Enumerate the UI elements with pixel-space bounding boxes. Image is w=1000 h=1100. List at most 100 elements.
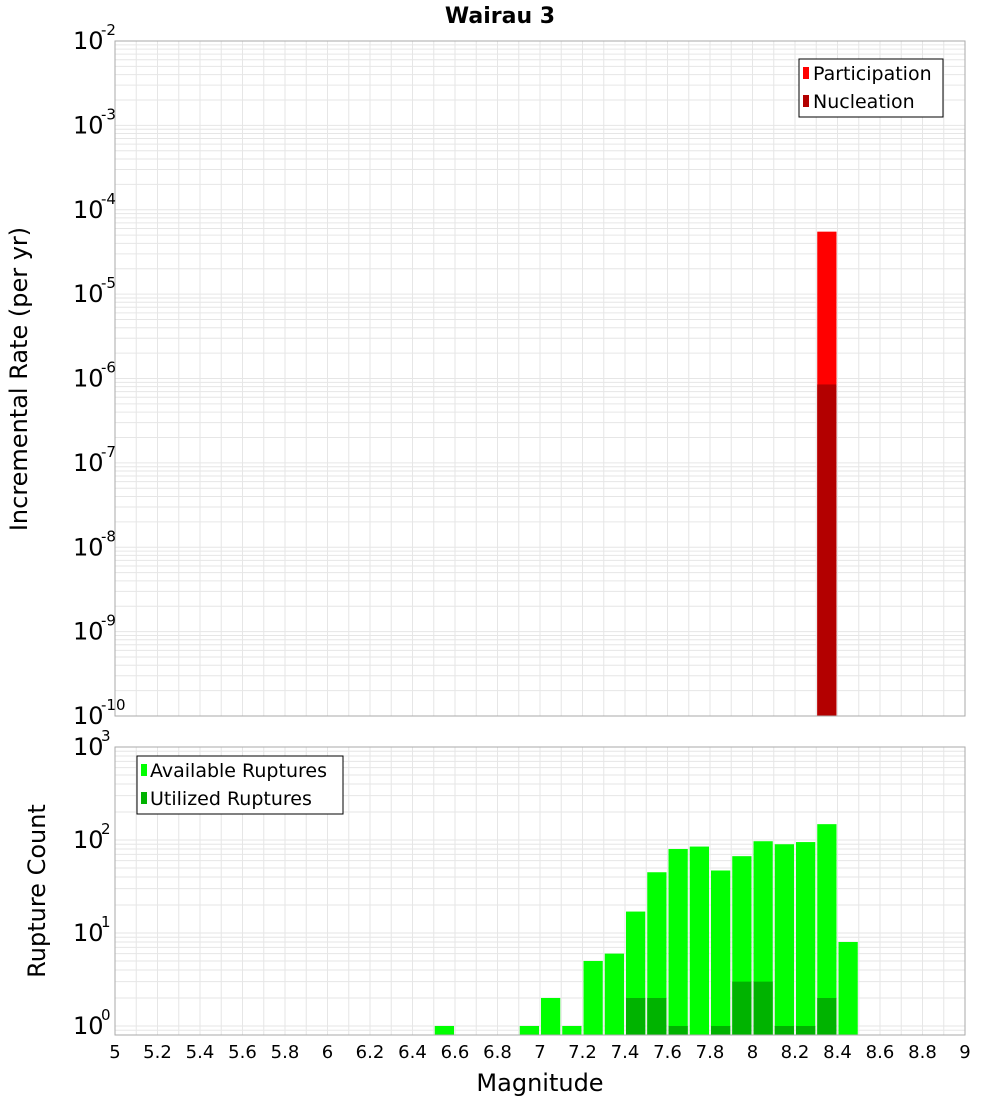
bar-utilized-ruptures (796, 1025, 816, 1035)
y-tick-base: 10 (73, 533, 104, 561)
legend-swatch-participation (803, 67, 809, 79)
bar-utilized-ruptures (626, 997, 646, 1035)
y-tick-base: 10 (73, 27, 104, 55)
bar-available-ruptures (647, 872, 667, 1035)
y-tick-label: 10-10 (73, 696, 126, 730)
bar-available-ruptures (774, 844, 794, 1035)
y-tick-exponent: 2 (101, 820, 111, 838)
y-tick-label: 100 (73, 1006, 111, 1040)
x-tick-label: 7.8 (696, 1042, 725, 1063)
x-axis-label: Magnitude (476, 1069, 603, 1097)
y-tick-label: 10-5 (73, 274, 116, 308)
y-tick-label: 10-6 (73, 359, 116, 393)
bar-utilized-ruptures (668, 1025, 688, 1035)
bar-available-ruptures (668, 849, 688, 1035)
top-legend: Participation Nucleation (798, 58, 944, 118)
top-plot-frame (114, 40, 966, 717)
top-y-ticks: 10-210-310-410-510-610-710-810-910-10 (73, 21, 126, 730)
y-tick-label: 103 (73, 727, 111, 761)
bar-available-ruptures (562, 1025, 582, 1035)
x-tick-label: 7.2 (568, 1042, 597, 1063)
x-tick-label: 8.8 (908, 1042, 937, 1063)
x-tick-label: 7 (534, 1042, 545, 1063)
bar-available-ruptures (838, 942, 858, 1035)
y-tick-base: 10 (73, 702, 104, 730)
legend-label-participation: Participation (813, 63, 932, 85)
bottom-legend: Available Ruptures Utilized Ruptures (136, 755, 344, 815)
legend-swatch-nucleation (803, 95, 809, 107)
top-panel: 10-210-310-410-510-610-710-810-910-10 In… (5, 21, 966, 730)
bar-available-ruptures (519, 1025, 539, 1035)
bar-utilized-ruptures (647, 997, 667, 1035)
y-tick-exponent: -8 (101, 527, 116, 545)
bar-utilized-ruptures (817, 997, 837, 1035)
bottom-y-axis-label: Rupture Count (23, 804, 51, 978)
y-tick-base: 10 (73, 196, 104, 224)
y-tick-exponent: -10 (101, 696, 126, 714)
top-bars (817, 231, 837, 716)
y-tick-label: 10-8 (73, 527, 116, 561)
y-tick-exponent: -9 (101, 612, 116, 630)
y-tick-base: 10 (73, 365, 104, 393)
y-tick-base: 10 (73, 1012, 104, 1040)
bar-available-ruptures (689, 846, 709, 1035)
x-tick-label: 5 (109, 1042, 120, 1063)
y-tick-exponent: 0 (101, 1006, 111, 1024)
x-tick-label: 5.8 (271, 1042, 300, 1063)
bottom-bars (434, 824, 858, 1035)
x-tick-label: 6.6 (441, 1042, 470, 1063)
top-y-axis-label: Incremental Rate (per yr) (5, 227, 33, 531)
bar-available-ruptures (817, 824, 837, 1035)
x-tick-label: 7.6 (653, 1042, 682, 1063)
y-tick-exponent: -2 (101, 21, 116, 39)
x-tick-label: 8.4 (823, 1042, 852, 1063)
bar-utilized-ruptures (774, 1025, 794, 1035)
bottom-legend-box (136, 755, 344, 815)
legend-label-nucleation: Nucleation (813, 91, 915, 113)
y-tick-label: 10-3 (73, 105, 116, 139)
y-tick-exponent: 3 (101, 727, 111, 745)
legend-swatch-utilized (141, 792, 147, 804)
x-tick-label: 8.6 (866, 1042, 895, 1063)
y-tick-label: 10-4 (73, 190, 116, 224)
top-legend-box (798, 58, 944, 118)
top-grid (114, 40, 966, 717)
y-tick-base: 10 (73, 449, 104, 477)
bar-available-ruptures (796, 842, 816, 1035)
x-tick-label: 7.4 (611, 1042, 640, 1063)
legend-label-available: Available Ruptures (150, 760, 327, 782)
x-tick-label: 5.4 (186, 1042, 215, 1063)
y-tick-base: 10 (73, 111, 104, 139)
y-tick-exponent: -3 (101, 105, 116, 123)
bar-available-ruptures (434, 1025, 454, 1035)
y-tick-exponent: 1 (101, 913, 111, 931)
bar-available-ruptures (541, 997, 561, 1035)
x-tick-label: 6.4 (398, 1042, 427, 1063)
legend-swatch-available (141, 764, 147, 776)
y-tick-label: 10-7 (73, 443, 116, 477)
x-tick-label: 5.6 (228, 1042, 257, 1063)
x-tick-label: 6.2 (356, 1042, 385, 1063)
bar-utilized-ruptures (753, 981, 773, 1035)
y-tick-label: 102 (73, 820, 111, 854)
bar-utilized-ruptures (732, 981, 752, 1035)
bottom-x-ticks: 5 5.2 5.4 5.6 5.8 6 6.2 6.4 6.6 6.8 7 7.2 7.4 7.6 7.8 8… (109, 1042, 970, 1063)
y-tick-exponent: -4 (101, 190, 116, 208)
bar-available-ruptures (711, 870, 731, 1035)
y-tick-exponent: -7 (101, 443, 116, 461)
y-tick-base: 10 (73, 919, 104, 947)
x-tick-label: 8 (747, 1042, 758, 1063)
y-tick-base: 10 (73, 733, 104, 761)
y-tick-label: 10-9 (73, 612, 116, 646)
bar-nucleation (817, 384, 837, 716)
x-tick-label: 5.2 (143, 1042, 172, 1063)
y-tick-label: 10-2 (73, 21, 116, 55)
chart-title: Wairau 3 (445, 4, 555, 29)
x-tick-label: 6.8 (483, 1042, 512, 1063)
x-tick-label: 9 (959, 1042, 970, 1063)
y-tick-label: 101 (73, 913, 111, 947)
y-tick-base: 10 (73, 826, 104, 854)
